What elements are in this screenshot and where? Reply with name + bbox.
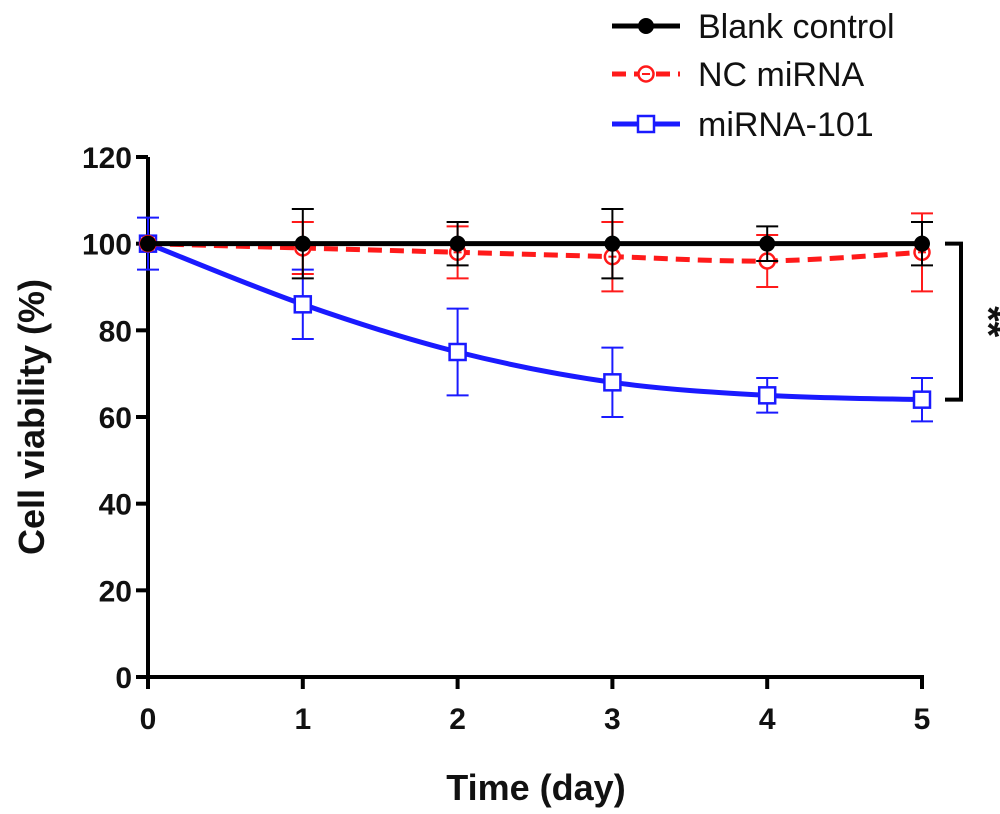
legend: Blank control NC miRNA miRNA-101	[612, 8, 895, 144]
y-tick-label: 120	[82, 142, 132, 175]
series-1	[139, 212, 933, 293]
y-axis-label: Cell viability (%)	[11, 279, 52, 555]
data-point	[449, 235, 466, 252]
x-tick-label: 1	[294, 703, 311, 736]
y-tick-label: 100	[82, 229, 132, 262]
x-axis-label: Time (day)	[446, 767, 625, 808]
data-point	[603, 373, 622, 392]
legend-marker	[636, 114, 656, 134]
series-line	[147, 241, 923, 403]
significance-annotation: **	[945, 241, 1000, 402]
data-point	[448, 342, 467, 362]
y-tick-label: 80	[99, 315, 132, 348]
series-0	[140, 208, 933, 280]
data-point	[757, 386, 777, 405]
data-point	[914, 235, 930, 252]
data-point	[294, 235, 311, 252]
legend-label: miRNA-101	[698, 106, 874, 144]
legend-label: NC miRNA	[698, 56, 865, 94]
x-tick-label: 3	[604, 703, 621, 736]
data-point	[140, 235, 156, 252]
significance-label: **	[966, 306, 1000, 338]
y-tick-label: 0	[115, 662, 132, 695]
axes	[146, 157, 924, 679]
x-tick-label: 2	[449, 703, 466, 736]
legend-marker	[638, 18, 654, 34]
y-tick-label: 20	[99, 575, 132, 608]
series-line	[147, 241, 923, 264]
data-point	[912, 390, 932, 409]
y-tick-label: 40	[99, 489, 132, 522]
x-tick-label: 5	[914, 703, 931, 736]
series-2	[137, 216, 933, 423]
data-point	[759, 235, 776, 252]
x-ticks: 0 1 2 3 4 5	[140, 677, 931, 736]
y-tick-label: 60	[99, 402, 132, 435]
data-point	[293, 295, 313, 314]
y-ticks: 0 20 40 60 80 100 120	[82, 142, 148, 695]
significance-bracket	[945, 241, 963, 402]
x-tick-label: 0	[140, 703, 157, 736]
data-point	[604, 235, 621, 252]
series-layer	[137, 208, 933, 423]
x-tick-label: 4	[759, 703, 776, 736]
legend-label: Blank control	[698, 8, 895, 46]
